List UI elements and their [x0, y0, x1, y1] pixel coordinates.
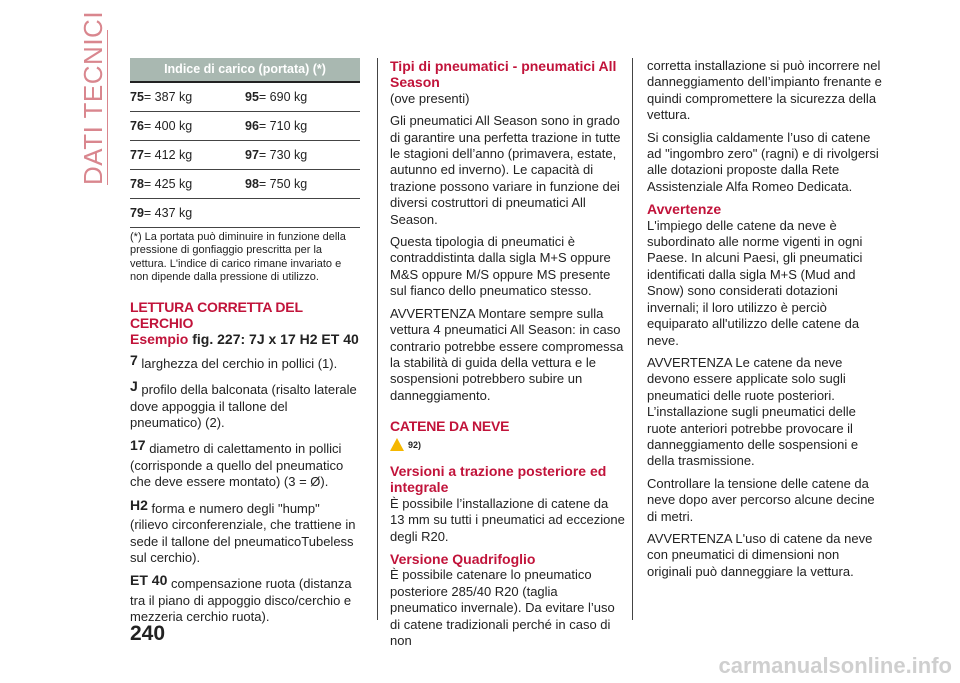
load-value: = 750 kg	[258, 176, 308, 191]
table-row: 79= 437 kg	[130, 199, 360, 228]
table-cell: 75= 387 kg	[130, 89, 245, 105]
rim-example: Esempio fig. 227: 7J x 17 H2 ET 40	[130, 331, 360, 347]
table-row: 76= 400 kg 96= 710 kg	[130, 112, 360, 141]
load-value: = 690 kg	[258, 89, 308, 104]
table-cell: 97= 730 kg	[245, 147, 360, 163]
load-table-note: (*) La portata può diminuire in funzione…	[130, 231, 346, 284]
chains-title: CATENE DA NEVE	[390, 418, 510, 435]
load-index: 98	[245, 176, 259, 191]
warnings-title: Avvertenze	[647, 201, 722, 218]
rwd-title: Versioni a trazione posteriore ed integr…	[390, 462, 607, 496]
paragraph: Controllare la tensione delle catene da …	[647, 475, 875, 524]
load-index: 79	[130, 205, 144, 220]
example-label: Esempio	[130, 331, 189, 348]
rim-text: larghezza del cerchio in pollici (1).	[137, 355, 338, 371]
load-table-header: Indice di carico (portata) (*)	[130, 58, 360, 83]
load-index: 95	[245, 89, 259, 104]
paragraph: È possibile catenare lo pneumatico poste…	[390, 567, 615, 648]
load-table: 75= 387 kg 95= 690 kg 76= 400 kg 96= 710 kg…	[130, 83, 360, 228]
section-side-title: DATI TECNICI	[78, 10, 108, 185]
example-value: fig. 227: 7J x 17 H2 ET 40	[188, 331, 359, 348]
watermark: carmanualsonline.info	[718, 653, 953, 678]
page-number: 240	[130, 622, 166, 645]
table-cell: 95= 690 kg	[245, 89, 360, 105]
rim-item: J profilo della balconata (risalto later…	[130, 378, 360, 431]
table-row: 77= 412 kg 97= 730 kg	[130, 141, 360, 170]
rim-items: 7 larghezza del cerchio in pollici (1). J…	[130, 352, 360, 626]
table-cell: 78= 425 kg	[130, 176, 245, 192]
load-value: = 710 kg	[258, 118, 308, 133]
paragraph: L'impiego delle catene da neve è subordi…	[647, 217, 863, 348]
load-value: = 387 kg	[143, 89, 193, 104]
divider	[107, 30, 108, 185]
rim-text: compensazione ruota (distanza tra il pia…	[130, 576, 352, 625]
column-right: corretta installazione si può incorrere …	[647, 58, 882, 586]
table-cell: 79= 437 kg	[130, 205, 245, 221]
rim-code: ET 40	[130, 572, 168, 589]
paragraph: AVVERTENZA Montare sempre sulla vettura …	[390, 305, 624, 403]
warning-car-icon	[390, 438, 404, 452]
rim-text: diametro di calettamento in pollici (cor…	[130, 441, 344, 490]
qf-title: Versione Quadrifoglio	[390, 550, 536, 567]
load-index: 97	[245, 147, 259, 162]
load-index: 78	[130, 176, 144, 191]
rim-text: profilo della balconata (risalto lateral…	[130, 382, 357, 431]
section-title: DATI TECNICI	[78, 10, 108, 185]
rim-code: H2	[130, 496, 148, 513]
rim-text: forma e numero degli "hump" (rilievo cir…	[130, 500, 356, 565]
warning-ref-text: 92)	[408, 439, 422, 450]
paragraph: corretta installazione si può incorrere …	[647, 58, 882, 123]
rim-item: ET 40 compensazione ruota (distanza tra …	[130, 572, 360, 625]
load-value: = 730 kg	[258, 147, 308, 162]
paragraph: (ove presenti)	[390, 90, 470, 106]
load-value: = 412 kg	[143, 147, 193, 162]
paragraph: È possibile l’installazione di catene da…	[390, 495, 625, 544]
table-cell: 76= 400 kg	[130, 118, 245, 134]
paragraph: Questa tipologia di pneumatici è contrad…	[390, 234, 611, 299]
load-value: = 437 kg	[143, 205, 193, 220]
rim-title: LETTURA CORRETTA DEL CERCHIO	[130, 298, 303, 332]
rim-code: 7	[130, 351, 138, 368]
column-left: Indice di carico (portata) (*) 75= 387 k…	[130, 58, 360, 632]
column-divider	[377, 58, 378, 620]
paragraph: AVVERTENZA Le catene da neve devono esse…	[647, 354, 859, 469]
tyres-title: Tipi di pneumatici - pneumatici All Seas…	[390, 58, 617, 91]
column-divider	[632, 58, 633, 620]
rim-item: 7 larghezza del cerchio in pollici (1).	[130, 352, 360, 372]
load-index: 96	[245, 118, 259, 133]
rim-code: 17	[130, 437, 146, 454]
paragraph: Si consiglia caldamente l’uso di catene …	[647, 129, 879, 194]
paragraph: AVVERTENZA L'uso di catene da neve con p…	[647, 530, 873, 579]
load-value: = 400 kg	[143, 118, 193, 133]
table-cell: 98= 750 kg	[245, 176, 360, 192]
load-index: 75	[130, 89, 144, 104]
rim-item: 17 diametro di calettamento in pollici (…	[130, 437, 360, 490]
rim-item: H2 forma e numero degli "hump" (rilievo …	[130, 497, 360, 567]
load-index: 76	[130, 118, 144, 133]
warning-ref: 92)	[390, 437, 625, 453]
load-index: 77	[130, 147, 144, 162]
rim-code: J	[130, 378, 138, 395]
table-row: 78= 425 kg 98= 750 kg	[130, 170, 360, 199]
paragraph: Gli pneumatici All Season sono in grado …	[390, 113, 621, 227]
table-row: 75= 387 kg 95= 690 kg	[130, 83, 360, 112]
table-cell: 96= 710 kg	[245, 118, 360, 134]
column-middle: Tipi di pneumatici - pneumatici All Seas…	[390, 58, 625, 655]
load-value: = 425 kg	[143, 176, 193, 191]
table-cell: 77= 412 kg	[130, 147, 245, 163]
